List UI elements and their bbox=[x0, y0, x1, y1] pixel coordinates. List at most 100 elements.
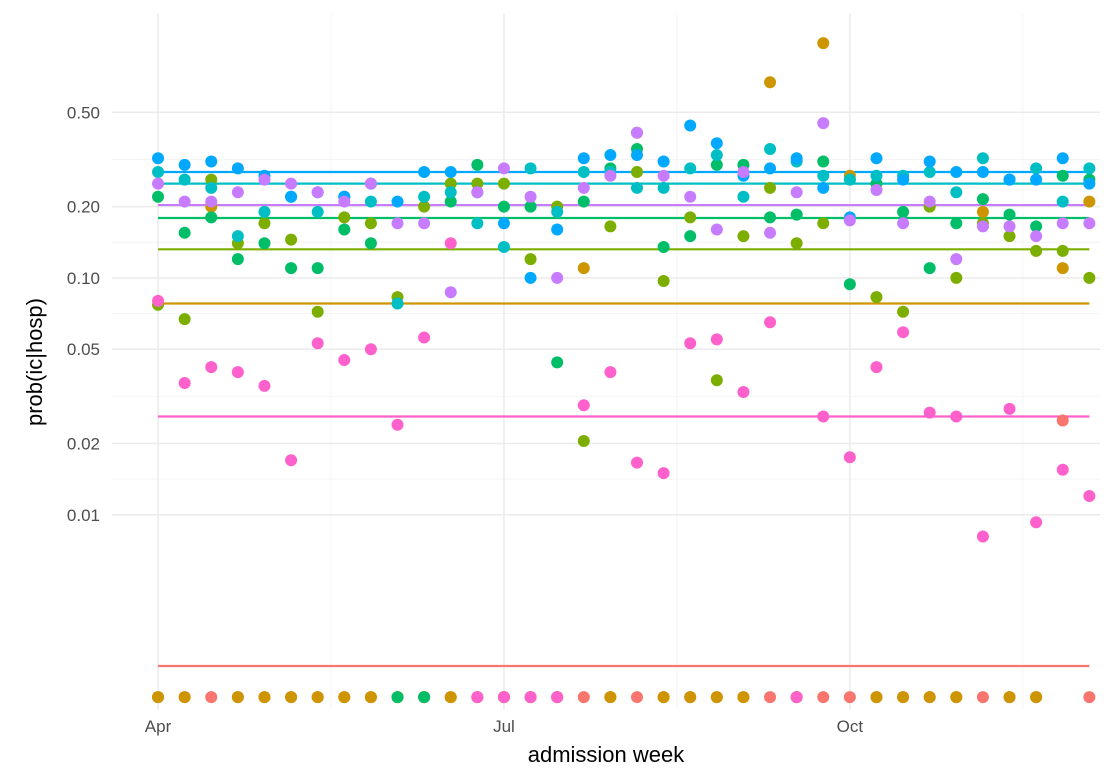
point bbox=[205, 211, 218, 224]
point bbox=[551, 356, 564, 369]
point bbox=[577, 691, 590, 704]
point bbox=[231, 186, 244, 199]
point bbox=[285, 177, 298, 190]
point bbox=[657, 241, 670, 254]
point bbox=[817, 155, 830, 168]
point bbox=[870, 183, 883, 196]
point bbox=[285, 454, 298, 467]
point bbox=[897, 173, 910, 186]
point bbox=[976, 165, 989, 178]
point bbox=[1030, 220, 1043, 233]
point bbox=[657, 467, 670, 480]
point bbox=[391, 418, 404, 431]
point bbox=[1003, 691, 1016, 704]
point bbox=[178, 691, 191, 704]
point bbox=[1056, 262, 1069, 275]
point bbox=[604, 149, 617, 162]
point bbox=[1056, 152, 1069, 165]
point bbox=[604, 691, 617, 704]
point bbox=[497, 241, 510, 254]
point bbox=[205, 181, 218, 194]
point bbox=[684, 119, 697, 132]
point bbox=[577, 195, 590, 208]
point bbox=[231, 691, 244, 704]
point bbox=[418, 165, 431, 178]
point bbox=[764, 691, 777, 704]
point bbox=[817, 169, 830, 182]
point bbox=[684, 337, 697, 350]
point bbox=[657, 691, 670, 704]
point bbox=[577, 152, 590, 165]
point bbox=[817, 217, 830, 230]
point bbox=[1003, 208, 1016, 221]
point bbox=[338, 354, 351, 367]
point bbox=[710, 137, 723, 150]
point bbox=[471, 158, 484, 171]
point bbox=[630, 149, 643, 162]
point bbox=[311, 186, 324, 199]
point bbox=[178, 377, 191, 390]
point bbox=[391, 195, 404, 208]
point bbox=[923, 691, 936, 704]
point bbox=[577, 434, 590, 447]
point bbox=[604, 220, 617, 233]
point bbox=[205, 173, 218, 186]
point bbox=[364, 343, 377, 356]
point bbox=[604, 169, 617, 182]
point bbox=[444, 165, 457, 178]
point bbox=[897, 217, 910, 230]
point bbox=[657, 155, 670, 168]
y-tick-label: 0.05 bbox=[67, 340, 100, 359]
point bbox=[976, 220, 989, 233]
point bbox=[231, 253, 244, 266]
point bbox=[205, 155, 218, 168]
point bbox=[710, 691, 723, 704]
point bbox=[311, 205, 324, 218]
point bbox=[311, 691, 324, 704]
point bbox=[1003, 173, 1016, 186]
point bbox=[923, 165, 936, 178]
point bbox=[737, 691, 750, 704]
point bbox=[391, 217, 404, 230]
point bbox=[364, 691, 377, 704]
point bbox=[790, 208, 803, 221]
point bbox=[497, 162, 510, 175]
point bbox=[258, 173, 271, 186]
point bbox=[790, 237, 803, 250]
point bbox=[1030, 691, 1043, 704]
point bbox=[231, 366, 244, 379]
point bbox=[524, 691, 537, 704]
point bbox=[524, 162, 537, 175]
point bbox=[311, 262, 324, 275]
point bbox=[737, 230, 750, 243]
point bbox=[897, 205, 910, 218]
y-tick-label: 0.02 bbox=[67, 434, 100, 453]
point bbox=[604, 366, 617, 379]
point bbox=[1083, 217, 1096, 230]
point bbox=[258, 237, 271, 250]
point bbox=[577, 262, 590, 275]
point bbox=[870, 169, 883, 182]
point bbox=[178, 226, 191, 239]
point bbox=[338, 195, 351, 208]
point bbox=[630, 165, 643, 178]
y-tick-label: 0.01 bbox=[67, 506, 100, 525]
point bbox=[311, 337, 324, 350]
y-tick-label: 0.20 bbox=[67, 198, 100, 217]
point bbox=[178, 313, 191, 326]
point bbox=[976, 193, 989, 206]
point bbox=[364, 177, 377, 190]
point bbox=[684, 162, 697, 175]
point bbox=[976, 530, 989, 543]
point bbox=[630, 691, 643, 704]
point bbox=[418, 691, 431, 704]
point bbox=[950, 271, 963, 284]
point bbox=[1003, 220, 1016, 233]
y-tick-label: 0.10 bbox=[67, 269, 100, 288]
point bbox=[285, 190, 298, 203]
point bbox=[870, 691, 883, 704]
point bbox=[551, 691, 564, 704]
point bbox=[391, 297, 404, 310]
point bbox=[817, 410, 830, 423]
point bbox=[630, 181, 643, 194]
